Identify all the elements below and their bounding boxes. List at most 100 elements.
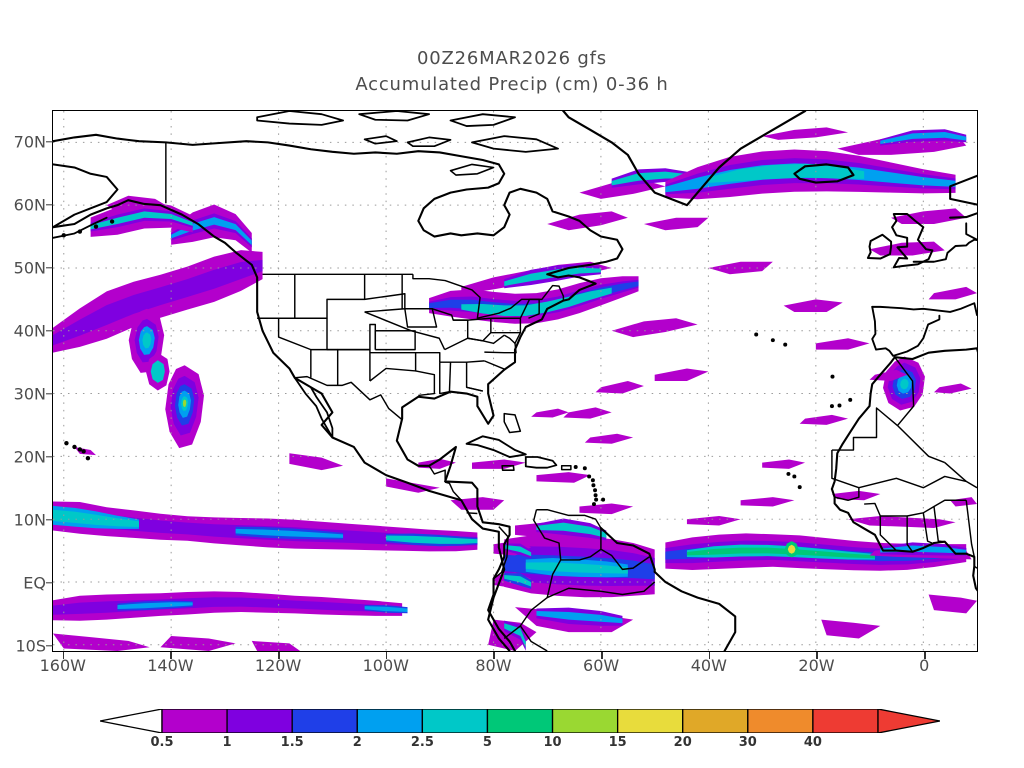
precip-atl-19n	[762, 459, 806, 469]
border-niger-chad	[944, 462, 977, 489]
border-eq-guinea	[973, 565, 977, 569]
border-state-ny-east	[519, 299, 531, 319]
coastline-iberia	[871, 305, 941, 357]
precip-gulf-alaska	[171, 217, 252, 246]
figure-title-line-1: 00Z26MAR2026 gfs	[417, 48, 607, 69]
latitude-tick-mark	[46, 581, 53, 584]
precip-spcz-core	[117, 602, 193, 610]
precip-spcz-band	[53, 597, 403, 615]
precip-central-pacific-low	[182, 399, 187, 408]
colorbar-swatch	[747, 709, 814, 733]
coastline-baffin-island	[471, 135, 559, 153]
coastline-baja-gulf	[309, 386, 334, 439]
colorbar-swatch	[161, 709, 228, 733]
coastline-brazil-north	[653, 570, 737, 651]
island-marker	[593, 488, 598, 493]
latitude-tick-label: EQ	[23, 573, 46, 593]
precip-itcz-hotspot	[787, 544, 796, 554]
latitude-tick-mark	[46, 518, 53, 521]
latitude-tick-label: 10S	[15, 636, 46, 656]
latitude-tick-mark	[46, 644, 53, 647]
border-state-sd	[364, 293, 406, 313]
precip-cuba-south	[471, 459, 526, 469]
precip-gabon-offshore	[928, 594, 977, 614]
border-senegal	[834, 487, 860, 501]
island-marker	[109, 219, 115, 224]
longitude-tick-label: 60W	[583, 656, 620, 675]
border-state-fl	[466, 386, 483, 392]
longitude-tick-mark	[708, 652, 711, 659]
border-state-georgia	[465, 362, 483, 392]
longitude-tick-mark	[170, 652, 172, 659]
longitude-tick-mark	[493, 652, 495, 659]
border-state-vt-nh	[528, 298, 540, 319]
border-costa-rica	[466, 512, 478, 515]
border-state-alabama	[448, 362, 452, 392]
island-marker	[582, 466, 587, 471]
colorbar-tick-label: 5	[482, 735, 492, 750]
island-marker	[591, 502, 596, 507]
border-morocco-algeria	[894, 356, 915, 426]
border-state-1	[257, 274, 366, 319]
island-marker-atlantic	[792, 474, 797, 479]
longitude-tick-label: 0	[919, 656, 930, 675]
island-marker	[594, 497, 599, 502]
precip-pacific-small	[150, 360, 165, 383]
colorbar-tick-label: 0.5	[150, 735, 174, 750]
island-marker-atlantic	[829, 404, 834, 409]
colorbar-swatch	[812, 709, 879, 733]
precip-peru-core	[504, 623, 526, 648]
precip-iceland-core	[708, 163, 865, 183]
coastline-denmark	[965, 222, 977, 241]
latitude-tick-mark	[46, 140, 53, 143]
graticule	[53, 111, 977, 651]
precip-atl-23n	[584, 433, 634, 444]
precipitation-field	[53, 127, 977, 651]
coastline-guianas	[599, 526, 656, 573]
border-nigeria-cameroon	[965, 500, 976, 558]
coastlines	[53, 111, 977, 651]
border-colombia-west	[493, 526, 509, 580]
precip-algeria	[933, 383, 972, 394]
coastline-arctic-island-1	[406, 136, 452, 148]
coastline-greenland	[561, 111, 807, 207]
border-ghana	[906, 516, 914, 553]
island-marker	[591, 483, 596, 488]
border-state-nm	[337, 348, 371, 381]
precip-guyana-core	[536, 522, 607, 538]
coastline-americas-west	[53, 199, 511, 651]
coastline-nw-africa	[830, 347, 977, 491]
longitude-tick-label: 80W	[475, 656, 512, 675]
longitude-tick-label: 120W	[254, 656, 302, 675]
precip-atlantic-south	[821, 619, 881, 639]
colorbar-tick-label: 40	[803, 735, 822, 750]
precip-itcz-core-west	[53, 509, 139, 527]
border-state-ohio	[467, 317, 492, 342]
border-state-tn	[439, 360, 485, 363]
longitude-tick-mark	[601, 652, 603, 659]
island-marker-atlantic	[783, 342, 788, 347]
precip-south-pac-2	[160, 635, 236, 651]
border-mauritania-mali	[831, 450, 967, 489]
latitude-tick-mark	[46, 329, 53, 332]
precip-cape-verde	[740, 497, 795, 507]
colorbar-swatches	[100, 709, 940, 733]
colorbar-swatch	[682, 709, 749, 733]
longitude-tick-label: 100W	[362, 656, 409, 675]
border-state-wv	[467, 334, 505, 345]
island-marker	[573, 465, 578, 470]
precip-baffin-core	[611, 171, 687, 186]
precip-iberia-offshore	[815, 338, 870, 350]
coastline-devon-island	[449, 113, 516, 127]
map-canvas	[53, 111, 977, 651]
border-guianas-south	[600, 527, 650, 571]
border-state-nevada	[277, 318, 312, 378]
colorbar-swatch	[616, 709, 684, 733]
coastline-banks-island	[256, 111, 344, 126]
precip-pacific-low-north	[142, 332, 152, 349]
precip-nw-africa	[900, 378, 909, 390]
precip-bahamas	[531, 408, 569, 418]
border-state-ok	[369, 351, 417, 382]
coastline-baja-west	[293, 376, 334, 439]
border-state-md	[503, 332, 522, 345]
